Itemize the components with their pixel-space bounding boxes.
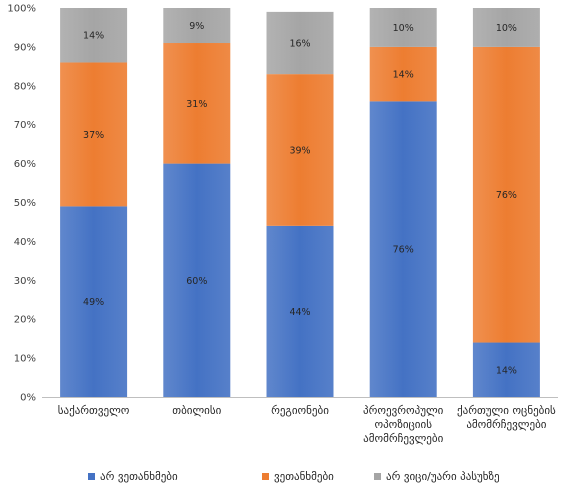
data-label: 14% xyxy=(83,31,104,42)
data-label: 14% xyxy=(496,365,517,376)
data-label: 76% xyxy=(496,190,517,201)
bar-group: 37% xyxy=(60,62,128,207)
bar-segment xyxy=(60,62,128,207)
y-tick-label: 80% xyxy=(14,81,36,92)
data-label: 60% xyxy=(186,276,207,287)
bar-group: 44% xyxy=(266,225,334,397)
bar-segment xyxy=(163,8,231,44)
legend-swatch xyxy=(88,473,95,480)
bar-segment xyxy=(472,46,540,343)
category-label: საქართველო xyxy=(58,404,130,417)
bar-segment xyxy=(163,163,231,397)
category-label: ამომრჩევლები xyxy=(466,418,546,431)
category-label: პროევროპული xyxy=(363,404,444,417)
bar-segment xyxy=(60,8,128,63)
bar-segment xyxy=(472,8,540,47)
y-tick-label: 20% xyxy=(14,315,36,326)
data-label: 44% xyxy=(289,307,310,318)
bar-group: 16% xyxy=(266,11,334,75)
category-label: ამომრჩევლები xyxy=(363,432,443,445)
bar-segment xyxy=(266,74,334,226)
bar-group: 60% xyxy=(163,163,231,397)
bar-segment xyxy=(266,11,334,75)
data-label: 76% xyxy=(393,245,414,256)
data-label: 10% xyxy=(393,23,414,34)
data-label: 37% xyxy=(83,130,104,141)
bar-group: 14% xyxy=(472,342,540,397)
y-tick-label: 10% xyxy=(14,354,36,365)
data-label: 49% xyxy=(83,297,104,308)
y-tick-label: 70% xyxy=(14,120,36,131)
bar-group: 76% xyxy=(369,101,437,398)
y-tick-label: 60% xyxy=(14,159,36,170)
legend-label: არ ვეთანხმები xyxy=(100,470,178,483)
bar-group: 49% xyxy=(60,206,128,397)
category-label: ქართული ოცნების xyxy=(457,404,556,417)
y-tick-label: 30% xyxy=(14,276,36,287)
bar-segment xyxy=(60,206,128,397)
bar-segment xyxy=(369,8,437,47)
y-tick-label: 50% xyxy=(14,198,36,209)
legend-item: არ ვეთანხმები xyxy=(88,470,178,483)
bar-segment xyxy=(472,342,540,397)
legend-item: არ ვიცი/უარი პასუხზე xyxy=(374,470,500,483)
bar-group: 14% xyxy=(60,8,128,63)
category-label: თბილისი xyxy=(172,404,221,417)
data-label: 14% xyxy=(393,70,414,81)
legend-label: ვეთანხმები xyxy=(274,470,334,483)
data-label: 9% xyxy=(189,21,204,32)
category-label: ოპოზიციის xyxy=(374,418,432,431)
category-label: რეგიონები xyxy=(271,404,329,417)
data-label: 31% xyxy=(186,99,207,110)
data-label: 39% xyxy=(289,145,310,156)
y-tick-label: 40% xyxy=(14,237,36,248)
y-axis: 0% 10% 20% 30% 40% 50% 60% 70% 80% 90% 100% xyxy=(7,4,36,404)
bar-group: 31% xyxy=(163,43,231,164)
data-label: 10% xyxy=(496,23,517,34)
legend-swatch xyxy=(262,473,269,480)
y-tick-label: 0% xyxy=(20,393,36,404)
bar-group: 10% xyxy=(369,8,437,47)
legend-label: არ ვიცი/უარი პასუხზე xyxy=(386,470,500,483)
bar-group: 10% xyxy=(472,8,540,47)
y-tick-label: 100% xyxy=(7,4,36,15)
data-label: 16% xyxy=(289,39,310,50)
legend-item: ვეთანხმები xyxy=(262,470,334,483)
bar-group: 39% xyxy=(266,74,334,226)
bar-group: 9% xyxy=(163,8,231,44)
y-tick-label: 90% xyxy=(14,42,36,53)
x-axis: საქართველო თბილისი რეგიონები პროევროპულიოპო… xyxy=(42,397,558,445)
bar-segment xyxy=(163,43,231,164)
legend: არ ვეთანხმები ვეთანხმები არ ვიცი/უარი პასუ… xyxy=(0,470,567,490)
bar-group: 76% xyxy=(472,46,540,343)
bar-segment xyxy=(369,46,437,102)
legend-swatch xyxy=(374,473,381,480)
bar-segment xyxy=(369,101,437,398)
bars: 49% 37% 14% 60% 31% 9% 44% 39% 16% 76% 14% 10% 14% 76… xyxy=(60,8,540,398)
bar-group: 14% xyxy=(369,46,437,102)
bar-segment xyxy=(266,225,334,397)
